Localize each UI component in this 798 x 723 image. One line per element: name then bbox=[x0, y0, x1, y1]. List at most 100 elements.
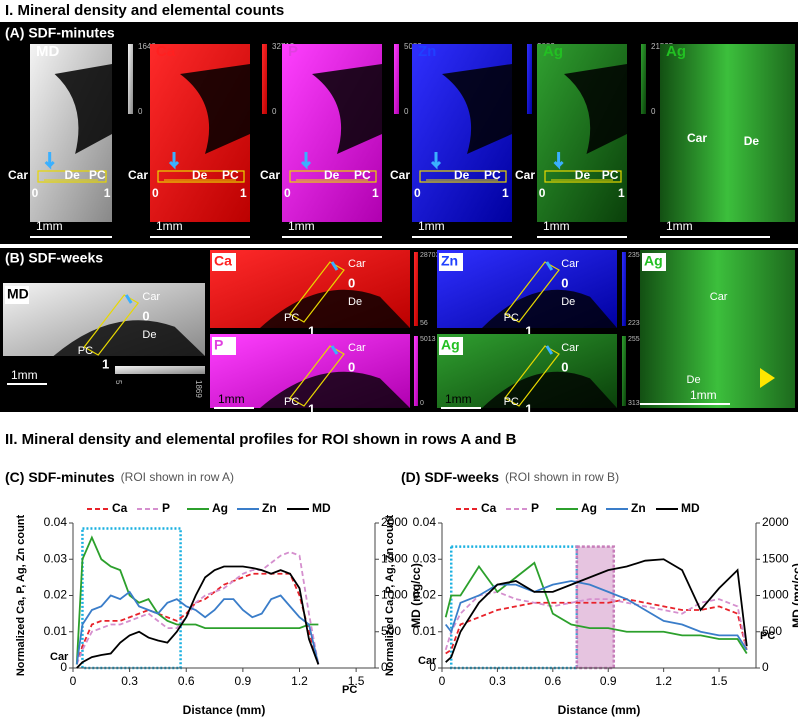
legend-label: MD bbox=[681, 501, 700, 515]
scale-label: 1mm bbox=[690, 388, 717, 402]
y-tick-label: 0.01 bbox=[44, 624, 68, 638]
roi-label: Car bbox=[8, 168, 28, 182]
roi-box bbox=[289, 170, 377, 183]
region bbox=[81, 527, 182, 670]
roi-box bbox=[37, 170, 107, 183]
colorbar bbox=[262, 44, 267, 114]
roi-box bbox=[157, 170, 245, 183]
y2-tick-label: 1000 bbox=[381, 588, 408, 602]
roi-label: De bbox=[575, 168, 591, 182]
roi-label: 1 bbox=[308, 401, 315, 416]
roi-label: Car bbox=[348, 342, 366, 354]
series-line bbox=[444, 561, 748, 654]
roi-label: De bbox=[744, 134, 760, 148]
colorbar-max: 28703 bbox=[420, 252, 440, 259]
colorbar-min: 5 bbox=[114, 380, 123, 385]
marker-arrow bbox=[545, 345, 554, 355]
element-label: Ag bbox=[543, 43, 563, 60]
scale-label: 1mm bbox=[288, 219, 315, 233]
roi-label: 0 bbox=[142, 308, 149, 323]
subtitle: (ROI shown in row A) bbox=[121, 470, 234, 484]
x-tick-label: 0.3 bbox=[489, 674, 506, 688]
section-title: II. Mineral density and elemental profil… bbox=[5, 431, 517, 448]
roi-label: Car bbox=[515, 168, 535, 182]
label-box bbox=[439, 337, 463, 355]
y2-tick-label: 0 bbox=[381, 660, 388, 674]
x-tick-label: 1.2 bbox=[291, 674, 308, 688]
roi-label: PC bbox=[504, 312, 519, 324]
roi-label: De bbox=[142, 329, 156, 341]
subtitle: (ROI shown in row B) bbox=[505, 470, 619, 484]
legend-label: Ca bbox=[112, 501, 128, 515]
section-title: I. Mineral density and elemental counts bbox=[5, 2, 284, 19]
colorbar bbox=[622, 336, 626, 406]
legend-label: P bbox=[162, 501, 170, 515]
colorbar bbox=[622, 252, 626, 326]
marker-arrow bbox=[330, 261, 339, 271]
roi-label: PC bbox=[284, 396, 299, 408]
title-text: (D) SDF-weeks bbox=[401, 469, 499, 485]
legend-label: P bbox=[531, 501, 539, 515]
y2-tick-label: 500 bbox=[381, 624, 401, 638]
chart-title: (D) SDF-weeks (ROI shown in row B) bbox=[401, 469, 619, 485]
roi-label: Car bbox=[348, 258, 366, 270]
scale-label: 1mm bbox=[36, 219, 63, 233]
legend-label: Ag bbox=[212, 501, 228, 515]
marker-arrow bbox=[168, 152, 180, 170]
roi-label: 0 bbox=[348, 275, 355, 290]
legend-label: Zn bbox=[631, 501, 646, 515]
roi-label: Car bbox=[710, 291, 728, 303]
image-cavity bbox=[482, 289, 617, 328]
marker-arrow bbox=[553, 152, 564, 170]
roi-label: De bbox=[454, 168, 470, 182]
y-tick-label: 0 bbox=[429, 660, 436, 674]
marker-arrow bbox=[44, 152, 55, 170]
roi-box bbox=[83, 294, 140, 356]
y2-tick-label: 1500 bbox=[381, 551, 408, 565]
colorbar bbox=[128, 44, 133, 114]
roi-label: 0 bbox=[32, 186, 39, 200]
roi-label: 0 bbox=[284, 186, 291, 200]
image-cavity bbox=[180, 64, 250, 154]
x-axis-label: Distance (mm) bbox=[558, 703, 641, 717]
scale-label: 1mm bbox=[543, 219, 570, 233]
element-label: Ag bbox=[441, 337, 460, 353]
roi-label: Car bbox=[142, 291, 160, 303]
roi-label: De bbox=[687, 374, 701, 386]
roi-label: Car bbox=[561, 258, 579, 270]
roi-label: Car bbox=[390, 168, 410, 182]
roi-box bbox=[504, 345, 560, 407]
roi-label: 1 bbox=[525, 323, 532, 338]
y-tick-label: 0.03 bbox=[413, 551, 437, 565]
roi-label: Car bbox=[561, 342, 579, 354]
roi-label: Car bbox=[260, 168, 280, 182]
x-tick-label: 0.3 bbox=[121, 674, 138, 688]
colorbar bbox=[414, 252, 418, 326]
roi-label: 0 bbox=[348, 359, 355, 374]
colorbar bbox=[414, 336, 418, 406]
roi-label: PC bbox=[504, 396, 519, 408]
label-box bbox=[439, 253, 463, 271]
image-cavity bbox=[312, 64, 382, 154]
element-label: Ca bbox=[156, 43, 176, 60]
series-line bbox=[444, 580, 748, 651]
element-label: P bbox=[214, 337, 223, 353]
label-box bbox=[642, 253, 666, 271]
chart-title: (C) SDF-minutes (ROI shown in row A) bbox=[5, 469, 234, 485]
scale-label: 1mm bbox=[666, 219, 693, 233]
y-axis-label: Normalized Ca, P, Ag, Zn count bbox=[384, 514, 396, 676]
colorbar-max: 25580 bbox=[628, 336, 648, 343]
colorbar-min: 56 bbox=[420, 320, 428, 327]
y-tick-label: 0.02 bbox=[44, 588, 68, 602]
colorbar-min: 3132 bbox=[628, 400, 644, 407]
roi-label: De bbox=[192, 168, 208, 182]
roi-label: 0 bbox=[539, 186, 546, 200]
region bbox=[575, 545, 616, 670]
roi-label: De bbox=[561, 296, 575, 308]
scale-label: 1mm bbox=[218, 392, 245, 406]
roi-label: 1 bbox=[102, 356, 109, 371]
x-tick-label: 1.5 bbox=[348, 674, 365, 688]
legend-label: MD bbox=[312, 501, 331, 515]
y-tick-label: 0.04 bbox=[44, 515, 68, 529]
colorbar-max: 5013 bbox=[420, 336, 436, 343]
